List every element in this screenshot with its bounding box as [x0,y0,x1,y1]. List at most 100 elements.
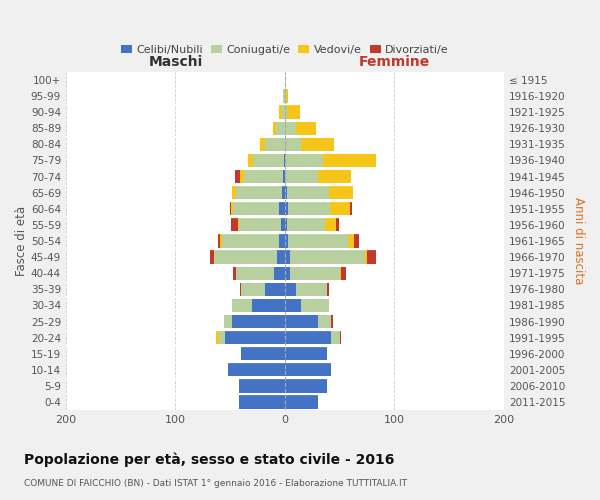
Bar [286,90,288,102]
Bar [331,315,333,328]
Bar [285,106,287,118]
Bar [239,396,285,408]
Text: Maschi: Maschi [148,54,203,68]
Text: Femmine: Femmine [359,54,430,68]
Bar [285,218,287,232]
Bar [350,202,352,215]
Bar [232,186,236,199]
Bar [331,331,340,344]
Bar [318,170,350,183]
Bar [239,218,281,232]
Bar [296,282,326,296]
Bar [285,186,287,199]
Bar [265,282,285,296]
Bar [285,266,290,280]
Bar [296,122,316,135]
Bar [318,315,331,328]
Bar [233,202,280,215]
Bar [285,347,326,360]
Bar [233,266,236,280]
Bar [367,250,376,264]
Bar [301,299,329,312]
Bar [228,364,285,376]
Bar [223,234,280,248]
Bar [219,331,224,344]
Y-axis label: Fasce di età: Fasce di età [15,206,28,276]
Bar [253,154,284,167]
Bar [285,170,318,183]
Bar [281,106,285,118]
Bar [218,234,220,248]
Bar [285,90,286,102]
Text: COMUNE DI FAICCHIO (BN) - Dati ISTAT 1° gennaio 2016 - Elaborazione TUTTITALIA.I: COMUNE DI FAICCHIO (BN) - Dati ISTAT 1° … [24,479,407,488]
Bar [236,266,274,280]
Bar [239,380,285,392]
Bar [273,122,276,135]
Bar [214,250,277,264]
Bar [232,315,285,328]
Bar [235,170,240,183]
Bar [326,282,329,296]
Bar [285,299,301,312]
Text: Popolazione per età, sesso e stato civile - 2016: Popolazione per età, sesso e stato civil… [24,452,394,467]
Bar [288,202,330,215]
Bar [281,218,285,232]
Bar [285,380,326,392]
Bar [285,250,290,264]
Bar [340,331,341,344]
Bar [285,315,318,328]
Bar [290,266,340,280]
Bar [354,234,359,248]
Bar [224,331,285,344]
Bar [285,122,296,135]
Bar [301,138,334,151]
Bar [240,282,241,296]
Bar [224,315,232,328]
Bar [244,170,283,183]
Bar [232,299,252,312]
Bar [323,154,376,167]
Bar [211,250,214,264]
Bar [241,347,285,360]
Bar [238,218,239,232]
Bar [252,299,285,312]
Bar [285,282,296,296]
Bar [285,364,331,376]
Bar [230,202,231,215]
Bar [285,154,323,167]
Bar [241,282,265,296]
Bar [285,234,288,248]
Bar [274,266,285,280]
Bar [349,234,354,248]
Bar [287,106,300,118]
Bar [231,218,238,232]
Bar [285,396,318,408]
Bar [248,154,253,167]
Bar [265,138,285,151]
Bar [231,202,233,215]
Bar [280,234,285,248]
Bar [283,90,285,102]
Bar [283,170,285,183]
Bar [365,250,367,264]
Bar [280,106,281,118]
Bar [337,218,338,232]
Bar [284,154,285,167]
Bar [276,122,285,135]
Bar [240,170,244,183]
Y-axis label: Anni di nascita: Anni di nascita [572,198,585,284]
Bar [285,202,288,215]
Bar [281,186,285,199]
Bar [288,234,349,248]
Bar [287,186,329,199]
Bar [330,202,350,215]
Bar [290,250,365,264]
Bar [287,218,325,232]
Bar [341,266,346,280]
Bar [285,138,301,151]
Bar [325,218,337,232]
Bar [285,331,331,344]
Bar [277,250,285,264]
Bar [329,186,353,199]
Bar [216,331,219,344]
